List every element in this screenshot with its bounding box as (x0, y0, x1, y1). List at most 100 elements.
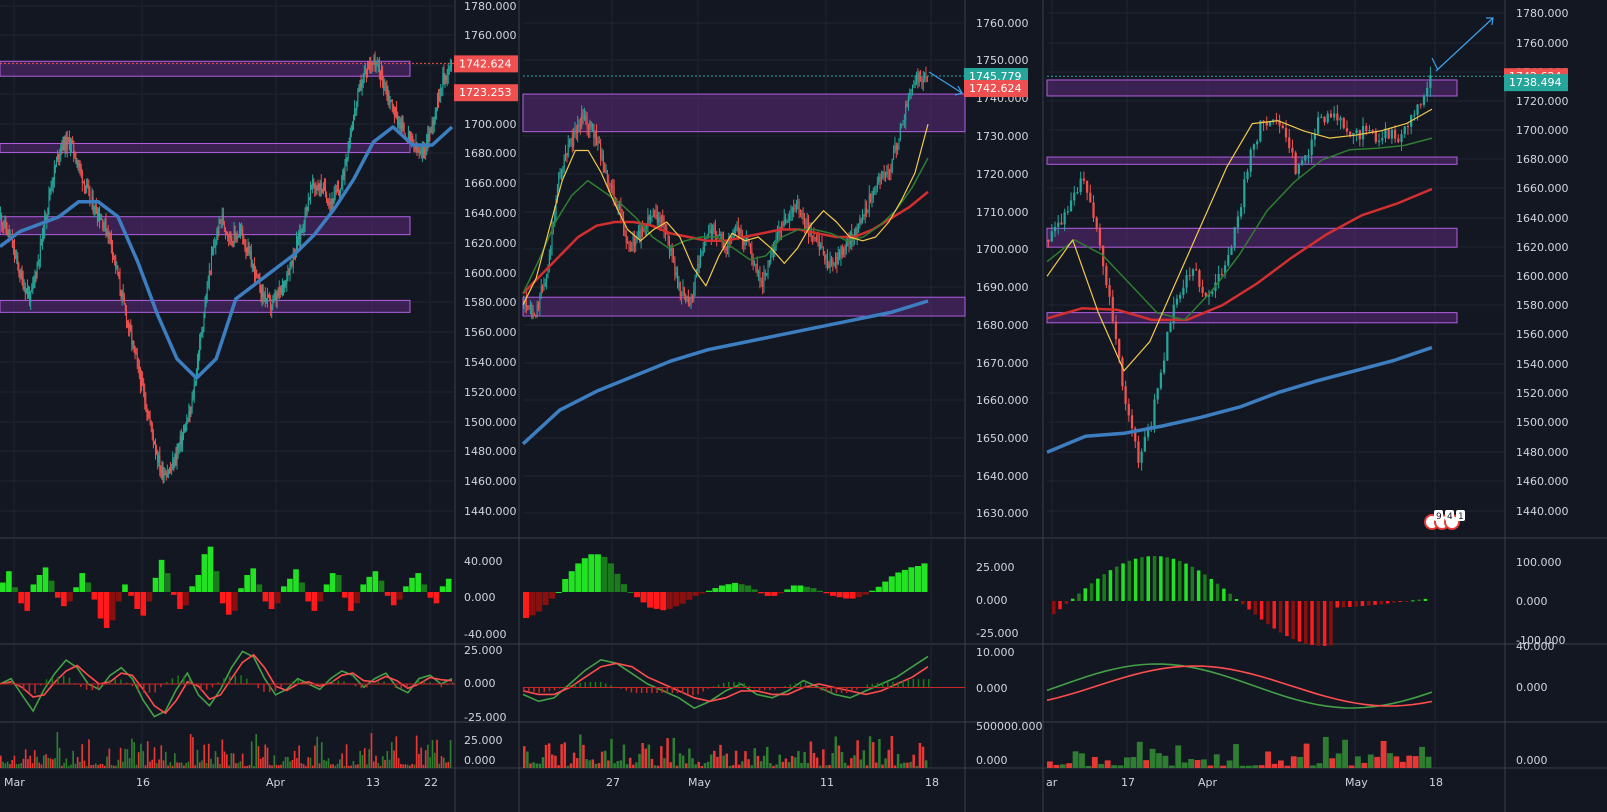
volume-bar (625, 764, 629, 768)
macd-line2 (1046, 665, 1433, 707)
candle-body (229, 232, 231, 238)
candle-body (1140, 451, 1143, 463)
histogram-bar (1291, 601, 1295, 640)
candle-body (583, 115, 585, 120)
price-tag-label: 1742.624 (459, 57, 512, 70)
histogram-bar (640, 592, 647, 603)
candle-body (643, 228, 645, 231)
volume-bar (569, 763, 573, 768)
candle-body (1243, 179, 1246, 208)
volume-bar (660, 746, 663, 768)
volume-bar (300, 763, 303, 768)
volume-bar (404, 764, 407, 768)
histogram-bar (1052, 601, 1056, 615)
volume-bar (239, 761, 242, 768)
candle-body (775, 237, 777, 247)
volume-bar (302, 764, 305, 768)
candle-body (905, 103, 907, 121)
candle-body (424, 150, 426, 153)
candle-body (447, 67, 449, 76)
volume-bar (67, 765, 70, 768)
ma-blue-line (1046, 345, 1433, 454)
candle-body (390, 100, 392, 102)
histogram-bar (97, 592, 104, 619)
volume-bar (1425, 756, 1432, 768)
candle-body (356, 101, 358, 111)
candle-body (330, 201, 332, 204)
candle-body (918, 72, 920, 83)
candle-body (1066, 211, 1069, 213)
candle-body (173, 459, 175, 467)
volume-bar (790, 756, 794, 768)
volume-bar (167, 765, 169, 768)
histogram-bar (171, 592, 177, 595)
candle-body (1355, 130, 1358, 133)
candle-body (133, 341, 135, 347)
candle-body (898, 138, 900, 146)
histogram-bar (810, 588, 817, 592)
volume-bar (672, 737, 676, 768)
macd-bar (131, 684, 134, 687)
macd-bar (108, 680, 111, 684)
volume-bar (386, 751, 389, 768)
candle-body (693, 289, 695, 300)
candle-body (142, 377, 144, 386)
candle-body (33, 279, 35, 283)
volume-bar (1124, 757, 1130, 768)
candle-body (671, 247, 673, 257)
candle-body (64, 136, 66, 151)
histogram-bar (6, 571, 12, 592)
candle-body (105, 219, 107, 234)
candle-body (820, 244, 822, 250)
candle-body (1384, 128, 1387, 139)
candle-body (103, 225, 105, 229)
volume-bar (429, 757, 432, 768)
volume-bar (223, 751, 226, 768)
candle-body (359, 82, 361, 87)
volume-bar (591, 759, 595, 768)
candle-body (868, 193, 870, 210)
candle-body (624, 229, 626, 236)
histogram-bar (122, 584, 128, 592)
histogram-bar (1335, 601, 1339, 608)
volume-bar (1374, 756, 1381, 768)
volume-bar (685, 763, 688, 768)
y-tick-label: 1500.000 (1516, 416, 1569, 429)
candle-body (824, 255, 826, 260)
candle-body (401, 123, 403, 129)
y-tick-label: 1780.000 (1516, 7, 1569, 20)
macd-bar (897, 681, 899, 688)
candle-body (700, 253, 702, 266)
price-tag (454, 84, 518, 102)
volume-bar (357, 764, 359, 768)
candle-body (256, 269, 258, 276)
price-tag-label: 1723.253 (459, 86, 512, 99)
candle-body (175, 454, 177, 462)
candle-body (1429, 75, 1432, 88)
volume-bar (339, 759, 341, 768)
candle-body (425, 149, 427, 153)
macd-bar (406, 684, 408, 688)
volume-bar (178, 762, 181, 768)
histogram-bar (177, 592, 183, 610)
volume-bar (700, 765, 704, 768)
candle-body (76, 162, 78, 164)
candle-body (216, 231, 218, 243)
volume-bar (1188, 758, 1194, 768)
candle-body (305, 206, 307, 210)
macd-bar (452, 682, 454, 684)
volume-bar (1278, 760, 1284, 768)
volume-bar (284, 756, 287, 768)
candle-body (402, 124, 404, 129)
price-zone (0, 216, 411, 236)
candle-body (829, 259, 831, 268)
candle-body (631, 249, 633, 252)
histogram-bar (73, 587, 79, 592)
candle-body (314, 187, 316, 189)
candle-body (720, 234, 722, 236)
volume-bar (1149, 748, 1156, 768)
volume-bar (1406, 755, 1413, 768)
y-tick-label: 1690.000 (976, 281, 1029, 294)
histogram-bar (409, 577, 415, 592)
volume-bar (320, 742, 323, 768)
